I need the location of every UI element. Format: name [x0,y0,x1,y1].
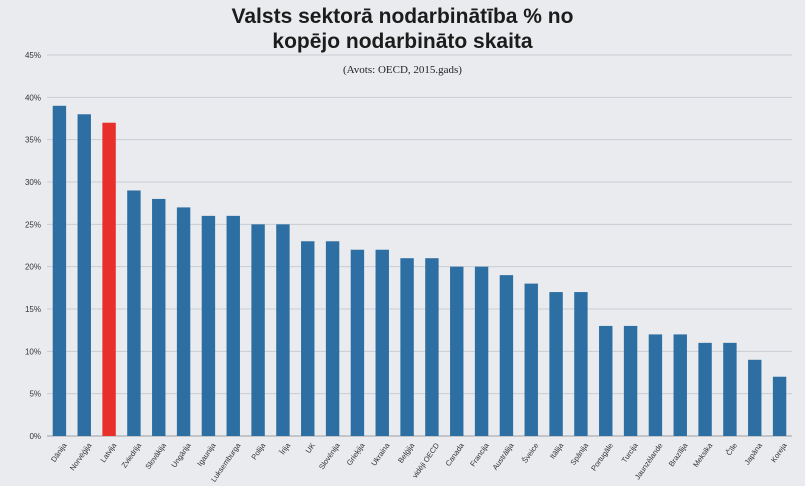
y-tick-label: 10% [25,347,41,356]
bar-16 [425,258,439,436]
bar-13 [350,249,365,436]
bar-8 [226,215,240,436]
x-tick-label: UK [304,441,317,455]
x-tick-label: Grieķija [345,441,367,468]
x-tick-label: Norvēģija [68,441,94,473]
x-tick-label: Spānija [568,441,590,467]
bar-11 [301,241,315,436]
x-tick-label: Igaunija [195,441,218,468]
bar-19 [499,275,514,436]
x-tick-label: Turcija [620,441,641,465]
bar-27 [698,342,712,436]
x-tick-label: Latvija [98,441,118,465]
y-tick-label: 40% [25,93,41,102]
x-tick-label: Zviedrija [120,441,144,470]
x-tick-label: Austrālija [491,441,517,472]
x-tick-label: Japāna [742,441,764,467]
bar-4 [127,190,141,436]
x-tick-label: Polija [249,441,267,462]
chart-title-line-2: kopējo nodarbināto skaita [272,30,533,53]
bar-17 [450,266,464,436]
chart-title-line-1: Valsts sektorā nodarbinātība % no [231,5,574,28]
y-tick-label: 45% [25,51,41,60]
bar-9 [251,224,265,436]
bar-2 [77,114,91,437]
bar-10 [276,224,290,436]
bar-3 [102,122,116,436]
x-tick-label: Meksika [691,441,715,469]
bar-22 [574,292,588,436]
bar-21 [549,292,563,436]
bar-20 [524,283,538,436]
bar-24 [623,325,638,436]
x-tick-label: Portugāle [589,441,615,472]
bar-18 [474,266,489,436]
bar-1 [52,105,67,437]
bar-12 [325,241,340,436]
bar-14 [375,249,389,436]
bar-29 [748,359,762,436]
chart-title: Valsts sektorā nodarbinātība % no kopējo… [0,4,805,54]
x-tick-label: Brazīlija [667,441,690,469]
x-tick-label: Īrija [278,441,293,457]
x-tick-label: Koreja [769,441,789,465]
y-tick-label: 5% [29,390,41,399]
bar-28 [723,342,737,436]
x-tick-label: Ungārija [169,441,193,470]
bar-15 [400,258,414,436]
bar-30 [772,376,787,436]
y-tick-label: 20% [25,263,41,272]
bar-5 [152,198,166,436]
x-tick-label: Šveice [520,441,540,465]
x-tick-label: Čīle [724,441,739,457]
x-tick-label: Itālija [548,441,566,461]
x-tick-label: Slovēnija [317,441,342,472]
y-tick-label: 25% [25,220,41,229]
y-tick-label: 15% [25,305,41,314]
bar-26 [673,334,687,436]
chart-subtitle: (Avots: OECD, 2015.gads) [343,64,462,76]
x-tick-label: Dānija [49,441,69,464]
bar-23 [599,325,613,436]
y-tick-label: 0% [29,432,41,441]
y-tick-label: 35% [25,136,41,145]
x-tick-label: Canada [444,441,467,468]
bar-7 [201,215,216,436]
y-tick-label: 30% [25,178,41,187]
x-tick-label: Slovākija [143,441,168,471]
bar-25 [648,334,663,436]
x-tick-label: Francija [468,441,491,469]
x-tick-label: Ukraina [369,441,392,468]
x-tick-label: Beļģija [396,441,417,465]
bar-6 [176,207,191,436]
